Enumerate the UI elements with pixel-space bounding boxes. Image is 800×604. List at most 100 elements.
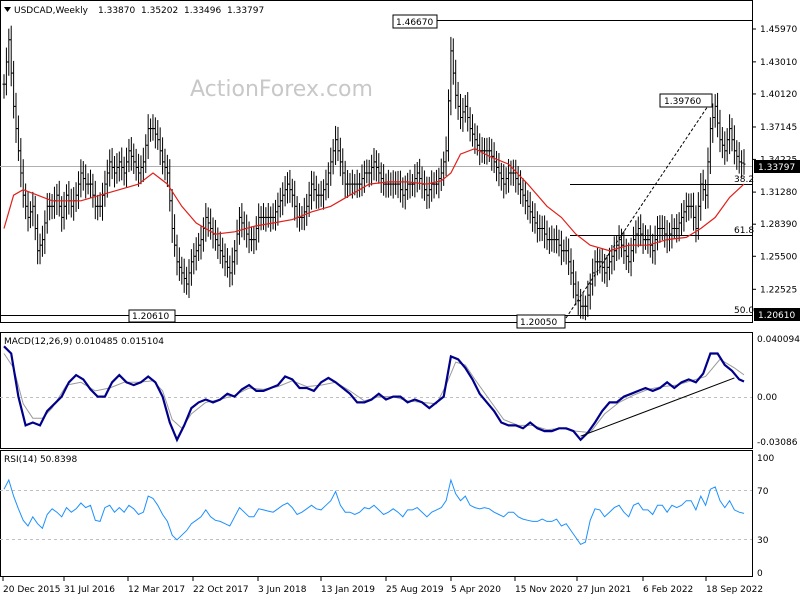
price-bar	[708, 117, 712, 175]
price-bar	[559, 230, 563, 266]
price-bar	[64, 184, 68, 220]
price-bar	[170, 189, 174, 243]
price-bar	[574, 271, 578, 306]
price-bar	[398, 170, 402, 203]
price-bar	[300, 206, 304, 230]
price-bar	[115, 153, 119, 184]
price-bar	[579, 288, 583, 319]
price-bar	[103, 170, 107, 207]
price-bar	[153, 117, 157, 149]
price-bar	[531, 201, 535, 232]
price-bar	[370, 154, 374, 186]
price-bar	[617, 225, 621, 260]
price-bar	[273, 199, 277, 231]
date-tick-label: 20 Dec 2015	[3, 585, 61, 595]
price-bar	[631, 226, 635, 262]
price-tick-label: 1.45970	[760, 25, 797, 35]
price-bar	[43, 210, 47, 255]
price-bar	[305, 193, 309, 226]
price-bar	[151, 114, 155, 141]
rsi-tick-100: 100	[757, 454, 774, 464]
svg-text:1.46670: 1.46670	[396, 18, 433, 28]
price-bar	[413, 164, 417, 198]
price-bar	[701, 169, 705, 201]
rsi-tick-0: 0	[757, 569, 763, 579]
price-bar	[101, 182, 105, 221]
price-bar	[213, 219, 217, 251]
price-bar	[593, 250, 597, 287]
price-bar	[521, 178, 525, 207]
price-bar	[237, 206, 241, 245]
rsi-pane	[0, 450, 753, 577]
price-bar	[9, 25, 13, 87]
price-bar	[692, 192, 696, 231]
price-bar	[24, 183, 28, 220]
price-bar	[84, 164, 88, 199]
dropdown-triangle-icon[interactable]	[4, 7, 11, 12]
price-bar	[156, 120, 160, 150]
date-tick-label: 3 Jun 2018	[258, 585, 307, 595]
price-bar	[591, 258, 595, 296]
rsi-label: RSI(14) 50.8398	[4, 455, 77, 465]
svg-text:1.39760: 1.39760	[664, 97, 701, 107]
price-bar	[189, 249, 193, 286]
price-bar	[129, 137, 133, 171]
price-tick-label: 1.22525	[760, 285, 797, 295]
price-bar	[38, 233, 42, 265]
price-bar	[209, 208, 213, 240]
price-bar	[55, 183, 59, 215]
price-bar	[269, 206, 273, 232]
price-bar	[139, 155, 143, 185]
price-bar	[125, 147, 129, 188]
support-price-box: 1.20610	[754, 308, 800, 321]
price-bar	[586, 280, 590, 317]
price-bar	[221, 237, 225, 269]
price-bar	[490, 138, 494, 171]
macd-tick-top: 0.040094	[757, 335, 800, 345]
price-bar	[163, 148, 167, 181]
price-bar	[374, 150, 378, 182]
price-bar	[334, 125, 338, 165]
price-bar	[141, 147, 145, 182]
price-bar	[194, 237, 198, 271]
price-bar	[372, 148, 376, 181]
price-bar	[252, 226, 256, 255]
price-bar	[684, 192, 688, 223]
price-bar	[175, 234, 179, 276]
price-bar	[173, 214, 177, 257]
date-axis: 20 Dec 2015 31 Jul 2016 12 Mar 2017 22 Oct …	[2, 577, 763, 595]
price-bar	[254, 216, 258, 251]
price-bar	[96, 194, 100, 221]
price-bar	[365, 159, 369, 184]
price-pane	[0, 0, 753, 323]
price-bar	[286, 172, 290, 204]
price-bar	[737, 142, 741, 174]
price-bar	[137, 153, 141, 187]
price-bar	[31, 191, 35, 227]
price-bar	[605, 255, 609, 287]
price-bar	[471, 114, 475, 147]
price-bar	[367, 159, 371, 188]
svg-text:1.33797: 1.33797	[758, 163, 795, 173]
price-bar	[276, 192, 280, 226]
price-bar	[550, 225, 554, 252]
price-tick-label: 1.25500	[760, 252, 797, 262]
price-bar	[571, 259, 575, 299]
price-bar	[569, 248, 573, 286]
price-bar	[197, 232, 201, 261]
price-bar	[468, 107, 472, 142]
price-bar	[384, 173, 388, 198]
price-bar	[16, 115, 20, 162]
macd-main-line	[3, 345, 745, 443]
price-bar	[52, 186, 56, 219]
svg-text:1.20610: 1.20610	[132, 312, 169, 322]
price-bar	[185, 266, 189, 295]
price-bar	[79, 159, 83, 198]
price-bar	[60, 196, 64, 232]
price-tick-label: 1.31280	[760, 188, 797, 198]
price-bar	[526, 190, 530, 220]
date-tick-label: 15 Nov 2020	[515, 585, 573, 595]
price-bar	[317, 183, 321, 209]
price-bar	[201, 217, 205, 252]
price-bar	[516, 165, 520, 195]
